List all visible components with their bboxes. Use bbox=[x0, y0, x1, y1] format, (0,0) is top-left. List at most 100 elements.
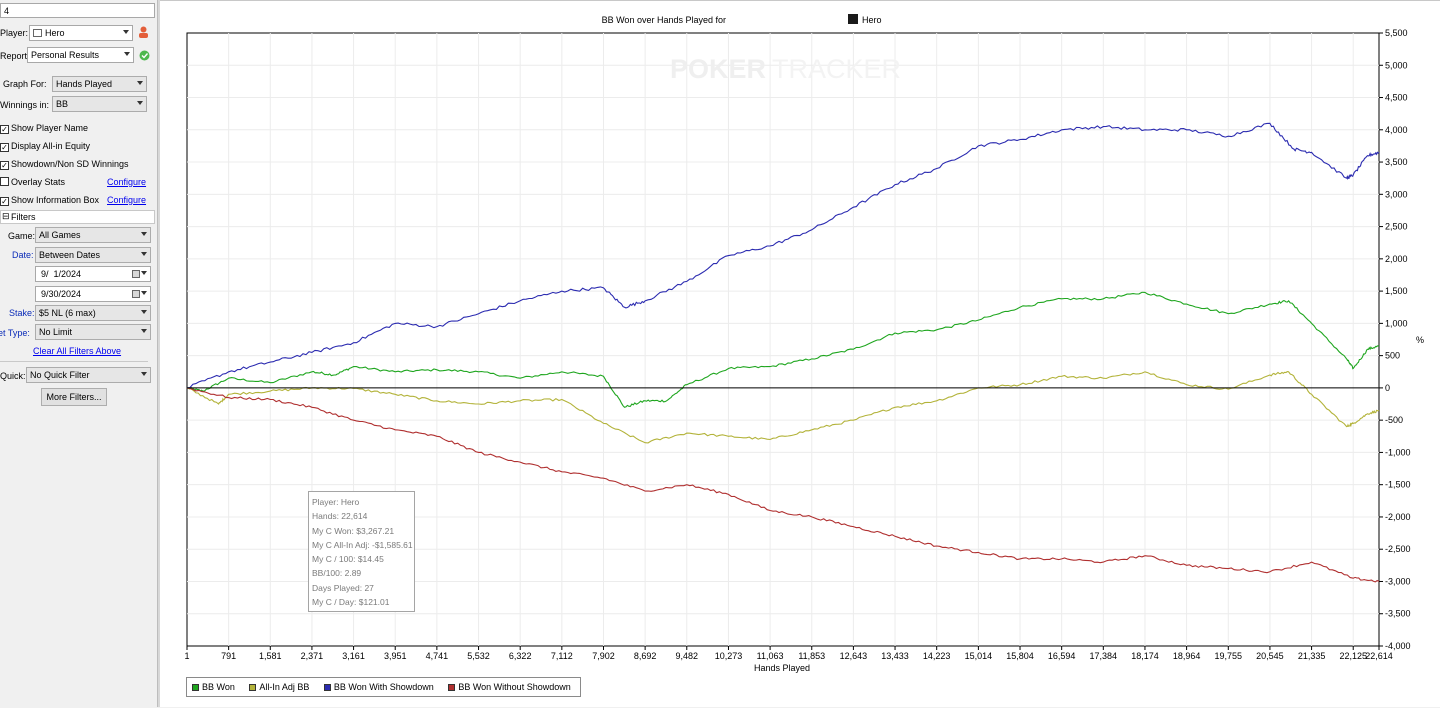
stake-label: Stake: bbox=[9, 308, 35, 318]
user-icon[interactable] bbox=[138, 26, 149, 38]
quick-filter-select[interactable]: No Quick Filter bbox=[26, 367, 151, 383]
legend-swatch bbox=[448, 684, 456, 691]
filters-header-label: Filters bbox=[11, 212, 36, 222]
y-axis-title: % bbox=[1416, 335, 1424, 345]
more-filters-button[interactable]: More Filters... bbox=[41, 388, 107, 406]
report-label: Report: bbox=[0, 51, 30, 61]
graph-area: POKER TRACKER BB Won over Hands Played f… bbox=[160, 0, 1440, 707]
information-box: Player: Hero Hands: 22,614 My C Won: $3,… bbox=[308, 491, 415, 612]
legend-item-allin-adj[interactable]: All-In Adj BB bbox=[249, 678, 309, 696]
game-select[interactable]: All Games bbox=[35, 227, 151, 243]
overlay-stats-configure-link[interactable]: Configure bbox=[107, 177, 147, 187]
x-tick-label: 1,581 bbox=[259, 651, 282, 661]
x-tick-label: 15,804 bbox=[1006, 651, 1034, 661]
filters-header[interactable]: ⊟ Filters bbox=[0, 210, 155, 224]
y-tick-label: -3,000 bbox=[1385, 576, 1411, 586]
x-tick-label: 22,125 bbox=[1339, 651, 1367, 661]
clear-filters-link[interactable]: Clear All Filters Above bbox=[33, 346, 122, 356]
overlay-stats-checkbox[interactable]: Overlay Stats bbox=[0, 176, 65, 190]
y-tick-label: 5,500 bbox=[1385, 28, 1408, 38]
calendar-icon[interactable] bbox=[132, 270, 140, 278]
display-allin-equity-checkbox[interactable]: ✓ Display All-in Equity bbox=[0, 140, 90, 154]
winnings-in-select[interactable]: BB bbox=[52, 96, 147, 112]
info-allin-adj: My C All-In Adj: -$1,585.61 bbox=[312, 539, 413, 550]
settings-panel: 4 Player: Hero Report: Personal Results … bbox=[0, 0, 157, 707]
x-tick-label: 7,902 bbox=[592, 651, 615, 661]
y-tick-label: 2,000 bbox=[1385, 254, 1408, 264]
calendar-icon[interactable] bbox=[132, 290, 140, 298]
checkbox-label: Show Information Box bbox=[11, 195, 100, 205]
player-icon bbox=[848, 14, 858, 24]
legend-swatch bbox=[249, 684, 257, 691]
legend-item-without-showdown[interactable]: BB Won Without Showdown bbox=[448, 678, 571, 696]
date-label: Date: bbox=[12, 250, 34, 260]
checkbox-label: Display All-in Equity bbox=[11, 141, 91, 151]
series-line-2 bbox=[186, 122, 1380, 389]
showdown-winnings-checkbox[interactable]: ✓ Showdown/Non SD Winnings bbox=[0, 158, 129, 172]
x-tick-label: 791 bbox=[221, 651, 236, 661]
chevron-down-icon bbox=[141, 372, 147, 376]
y-tick-label: 1,500 bbox=[1385, 286, 1408, 296]
graph-for-select[interactable]: Hands Played bbox=[52, 76, 147, 92]
x-tick-label: 11,853 bbox=[798, 651, 825, 661]
series-line-1 bbox=[186, 371, 1380, 444]
x-tick-label: 9,482 bbox=[676, 651, 699, 661]
x-tick-label: 11,063 bbox=[757, 651, 784, 661]
x-tick-label: 12,643 bbox=[840, 651, 868, 661]
watermark-logo-b: TRACKER bbox=[772, 54, 901, 84]
bb-won-chart: POKER TRACKER BB Won over Hands Played f… bbox=[184, 14, 1424, 673]
bet-type-select[interactable]: No Limit bbox=[35, 324, 151, 340]
panel-splitter[interactable] bbox=[157, 0, 160, 707]
y-tick-label: -2,000 bbox=[1385, 512, 1411, 522]
chart-legend: BB Won All-In Adj BB BB Won With Showdow… bbox=[186, 677, 581, 697]
quick-label: Quick: bbox=[0, 371, 26, 381]
y-tick-label: 5,000 bbox=[1385, 60, 1408, 70]
report-select[interactable]: Personal Results bbox=[27, 47, 134, 63]
show-player-name-checkbox[interactable]: ✓ Show Player Name bbox=[0, 122, 88, 136]
graph-for-select-value: Hands Played bbox=[56, 79, 113, 89]
y-tick-label: 3,500 bbox=[1385, 157, 1408, 167]
legend-swatch bbox=[323, 684, 331, 691]
chevron-down-icon bbox=[141, 271, 147, 275]
checkbox-checked-icon: ✓ bbox=[0, 125, 9, 134]
refresh-icon[interactable] bbox=[139, 50, 150, 61]
winnings-in-select-value: BB bbox=[56, 99, 69, 109]
y-tick-label: -3,500 bbox=[1385, 609, 1411, 619]
date-to-input[interactable]: 9/30/2024 bbox=[35, 286, 151, 302]
date-select[interactable]: Between Dates bbox=[35, 247, 151, 263]
quick-filter-select-value: No Quick Filter bbox=[30, 370, 90, 380]
collapse-icon: ⊟ bbox=[2, 211, 10, 221]
chevron-down-icon bbox=[137, 101, 143, 105]
date-to-value: 9/30/2024 bbox=[41, 289, 82, 299]
stake-select[interactable]: $5 NL (6 max) bbox=[35, 305, 151, 321]
checkbox-label: Showdown/Non SD Winnings bbox=[11, 159, 129, 169]
x-tick-label: 10,273 bbox=[715, 651, 743, 661]
chart-title-player: Hero bbox=[862, 15, 882, 25]
x-tick-label: 22,614 bbox=[1365, 651, 1393, 661]
legend-item-with-showdown[interactable]: BB Won With Showdown bbox=[323, 678, 434, 696]
chevron-down-icon bbox=[141, 291, 147, 295]
player-select[interactable]: Hero bbox=[29, 25, 133, 41]
y-tick-label: 1,000 bbox=[1385, 318, 1408, 328]
bet-type-label: Bet Type: bbox=[0, 328, 30, 338]
search-input[interactable]: 4 bbox=[0, 3, 155, 18]
chevron-down-icon bbox=[141, 329, 147, 333]
y-tick-label: -1,000 bbox=[1385, 447, 1411, 457]
chevron-down-icon bbox=[137, 81, 143, 85]
legend-item-bb-won[interactable]: BB Won bbox=[192, 678, 235, 696]
x-tick-label: 21,335 bbox=[1298, 651, 1326, 661]
show-information-box-checkbox[interactable]: ✓ Show Information Box bbox=[0, 194, 99, 208]
date-from-input[interactable]: 9/ 1/2024 bbox=[35, 266, 151, 282]
x-tick-label: 18,174 bbox=[1131, 651, 1159, 661]
x-tick-label: 16,594 bbox=[1048, 651, 1076, 661]
x-tick-label: 7,112 bbox=[551, 651, 573, 661]
date-select-value: Between Dates bbox=[39, 250, 101, 260]
game-label: Game: bbox=[8, 231, 36, 241]
info-box-configure-link[interactable]: Configure bbox=[107, 195, 147, 205]
x-tick-label: 19,755 bbox=[1215, 651, 1243, 661]
x-tick-label: 20,545 bbox=[1256, 651, 1284, 661]
winnings-in-label: Winnings in: bbox=[0, 100, 50, 110]
y-tick-label: -4,000 bbox=[1385, 641, 1411, 651]
watermark-logo-a: POKER bbox=[670, 54, 766, 84]
info-won: My C Won: $3,267.21 bbox=[312, 525, 395, 536]
